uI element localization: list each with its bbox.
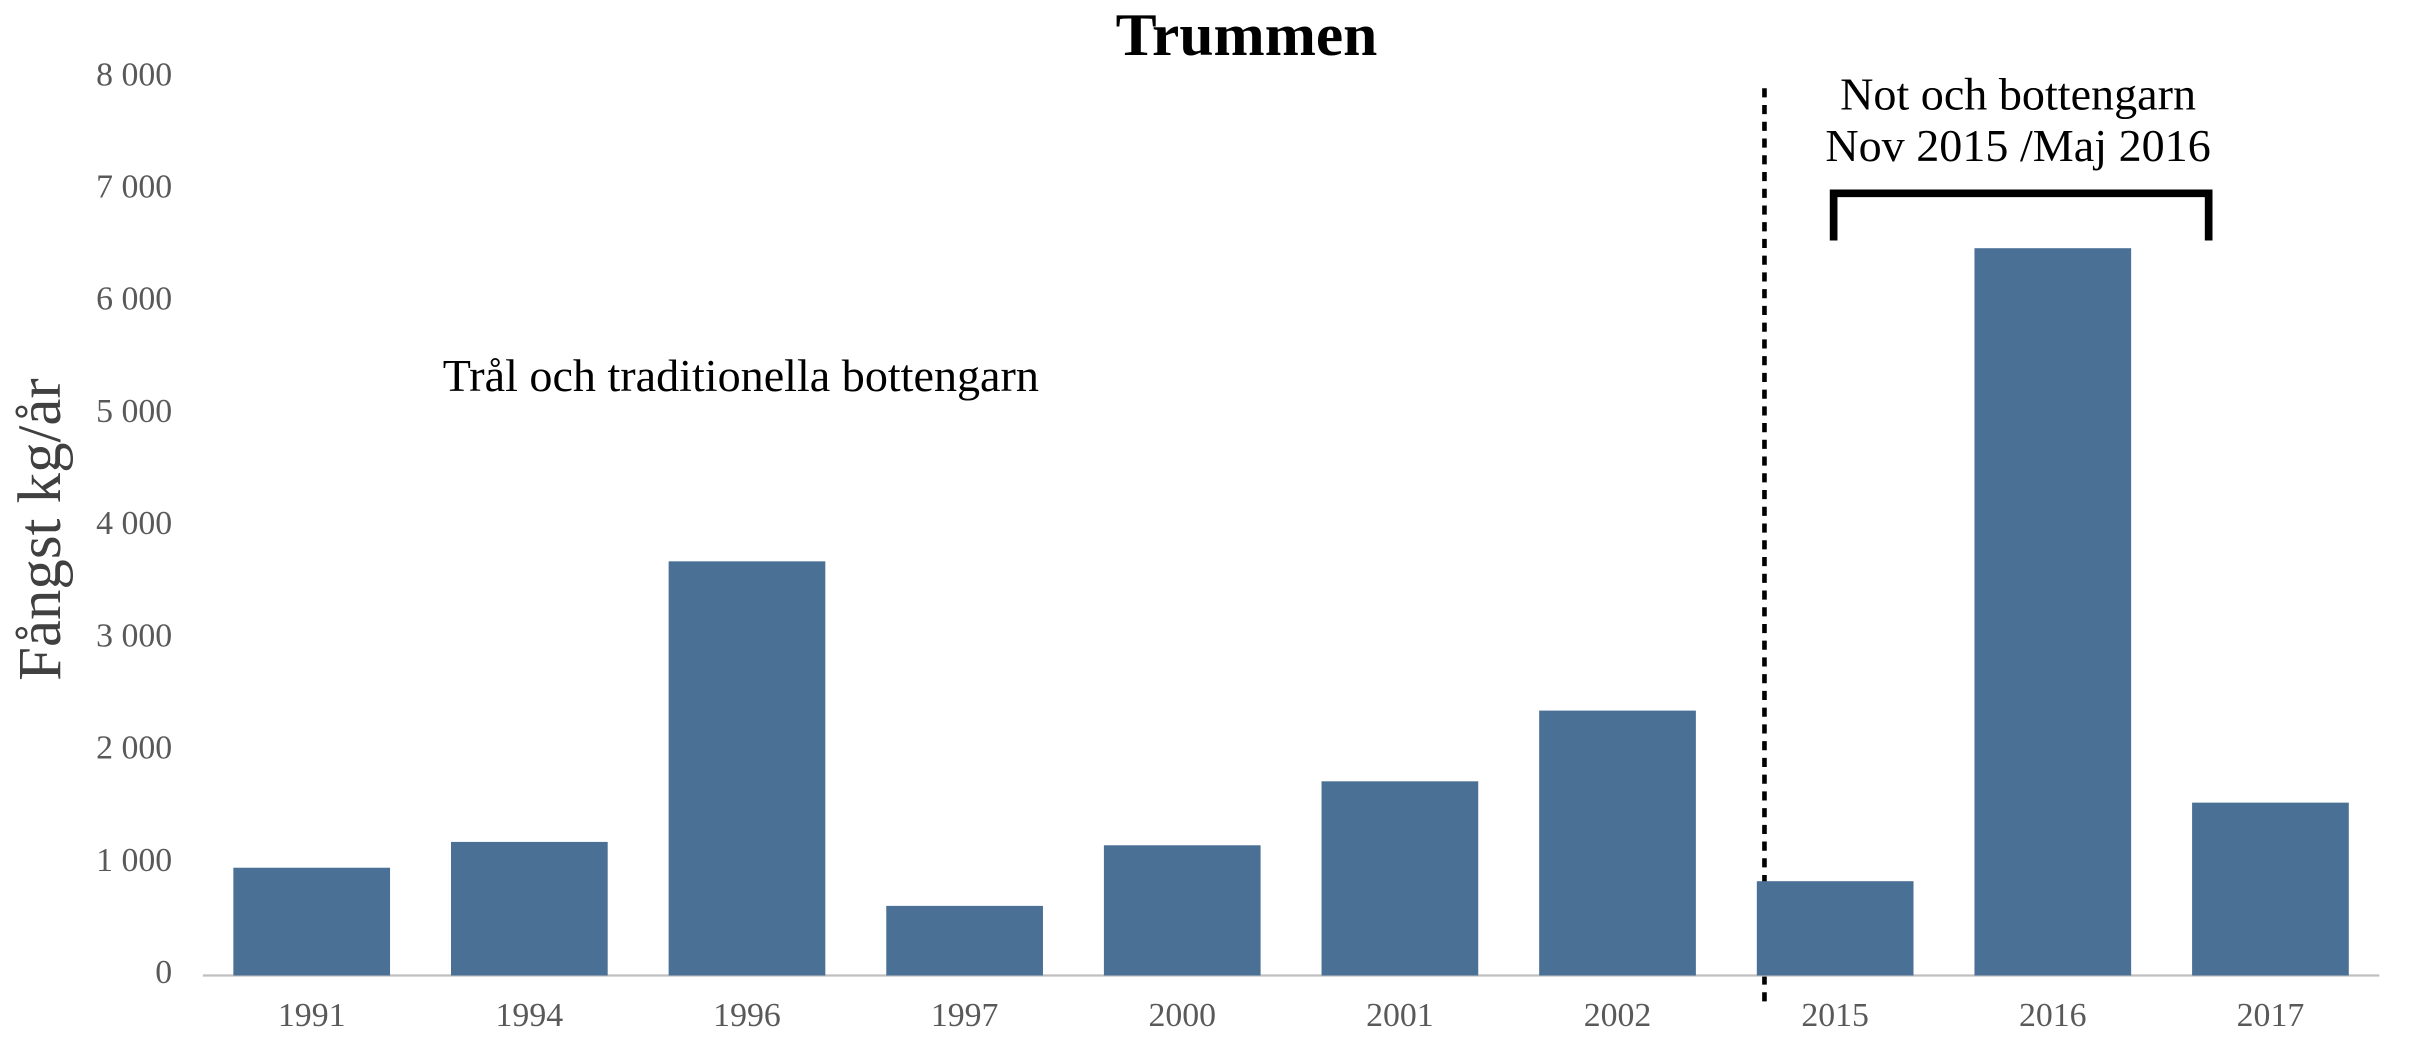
x-tick-label: 2002	[1584, 997, 1652, 1034]
annotation: Trål och traditionella bottengarn	[443, 350, 1039, 401]
y-tick-label: 4 000	[96, 505, 172, 542]
y-tick-label: 2 000	[96, 730, 172, 767]
y-tick-label: 5 000	[96, 393, 172, 430]
bar	[1756, 881, 1914, 976]
x-tick-label: 2016	[2019, 997, 2087, 1034]
bracket	[1829, 189, 2213, 241]
x-tick-label: 2000	[1148, 997, 1216, 1034]
y-tick-label: 1 000	[96, 842, 172, 879]
x-tick-label: 2015	[1801, 997, 1869, 1034]
y-tick-label: 0	[155, 954, 172, 991]
bar	[450, 841, 608, 976]
y-tick-label: 7 000	[96, 169, 172, 206]
bar	[1103, 845, 1261, 976]
bar	[1974, 248, 2132, 976]
x-tick-label: 2001	[1366, 997, 1434, 1034]
x-tick-label: 1991	[278, 997, 346, 1034]
y-axis-label: Fångst kg/år	[6, 378, 74, 681]
x-tick-label: 1997	[931, 997, 999, 1034]
y-tick-label: 8 000	[96, 56, 172, 93]
bar	[886, 905, 1043, 976]
x-tick-label: 1996	[713, 997, 781, 1034]
x-tick-label: 1994	[496, 997, 564, 1034]
annotation: Not och bottengarn	[1840, 69, 2196, 120]
annotation: Nov 2015 /Maj 2016	[1825, 120, 2210, 171]
y-tick-label: 6 000	[96, 281, 172, 318]
bar	[233, 867, 391, 976]
bar	[1539, 710, 1696, 976]
chart-title: Trummen	[1116, 1, 1378, 69]
y-tick-label: 3 000	[96, 618, 172, 655]
bar	[2192, 802, 2349, 976]
bar	[668, 561, 826, 976]
bar	[1321, 781, 1479, 976]
x-tick-label: 2017	[2237, 997, 2305, 1034]
